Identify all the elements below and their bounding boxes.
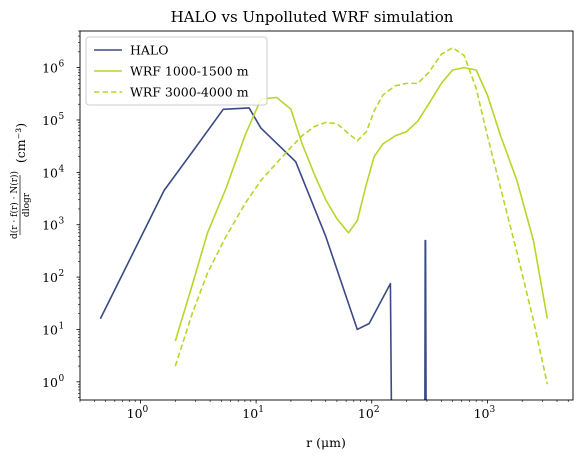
x-tick-label: 103 <box>474 405 496 421</box>
legend: HALO WRF 1000-1500 m WRF 3000-4000 m <box>85 36 268 106</box>
y-tick-exponent: 4 <box>59 164 65 174</box>
y-tick-exponent: 2 <box>59 269 65 279</box>
y-tick-label: 10 <box>42 322 58 337</box>
y-label-denominator: dlogr <box>22 192 32 217</box>
series-line-1 <box>424 239 427 400</box>
series-line-0 <box>99 107 393 400</box>
x-axis-label: r (μm) <box>306 435 346 450</box>
plot-frame <box>79 30 574 401</box>
y-tick-exponent: 5 <box>59 112 65 122</box>
y-tick-label: 10 <box>42 270 58 285</box>
series-line-3 <box>174 46 549 385</box>
y-tick-exponent: 3 <box>59 217 65 227</box>
y-label-unit: (cm⁻³) <box>13 123 28 163</box>
y-tick-exponent: 0 <box>59 374 65 384</box>
y-axis-label: d(r · f(r) · N(r)) dlogr (cm⁻³) <box>9 123 32 239</box>
legend-frame <box>85 36 268 106</box>
x-tick-label: 102 <box>358 405 380 421</box>
y-tick-exponent: 1 <box>59 321 65 331</box>
y-tick-label: 10 <box>42 218 58 233</box>
y-tick-exponent: 6 <box>59 60 65 70</box>
y-tick-label: 10 <box>42 375 58 390</box>
y-tick-label: 10 <box>42 61 58 76</box>
legend-label-wrf-3000-4000: WRF 3000-4000 m <box>130 85 249 100</box>
chart-title: HALO vs Unpolluted WRF simulation <box>171 8 454 26</box>
y-tick-label: 10 <box>42 165 58 180</box>
x-tick-label: 100 <box>127 405 149 421</box>
legend-label-wrf-1000-1500: WRF 1000-1500 m <box>130 64 249 79</box>
x-tick-label: 101 <box>242 405 264 421</box>
y-tick-label: 10 <box>42 113 58 128</box>
legend-label-halo: HALO <box>130 43 168 58</box>
y-label-numerator: d(r · f(r) · N(r)) <box>9 171 20 239</box>
